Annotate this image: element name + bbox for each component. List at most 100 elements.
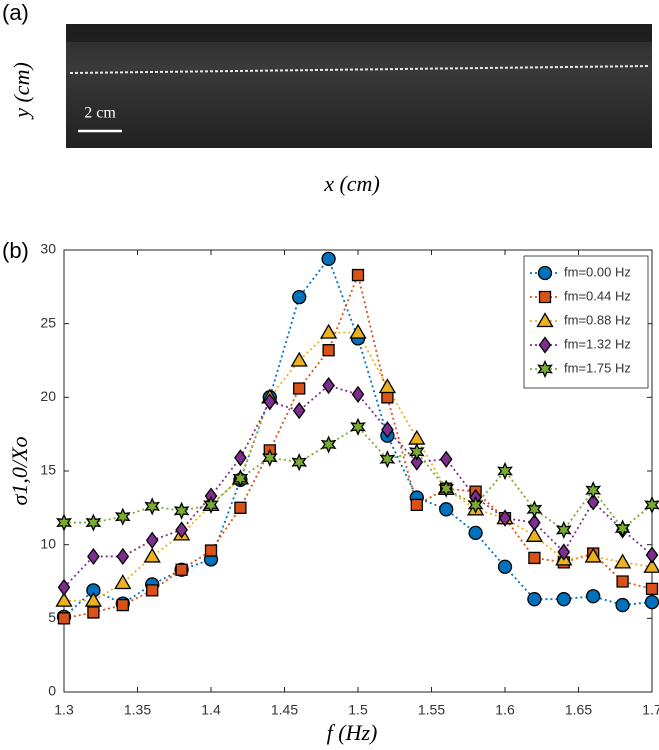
marker — [643, 557, 659, 573]
x-tick-label: 1.45 — [271, 702, 298, 718]
series-line — [63, 384, 653, 589]
x-tick-label: 1.3 — [54, 702, 74, 718]
marker — [527, 592, 542, 607]
marker — [87, 547, 100, 566]
marker — [410, 498, 423, 512]
marker — [292, 289, 307, 305]
scale-bar-label: 2 cm — [84, 105, 116, 122]
marker — [439, 450, 453, 468]
marker — [291, 453, 308, 472]
marker — [234, 501, 247, 514]
marker — [146, 584, 159, 597]
marker — [144, 497, 161, 516]
marker — [116, 547, 130, 566]
marker — [319, 323, 338, 339]
marker — [644, 594, 659, 610]
x-tick-label: 1.65 — [565, 702, 592, 718]
legend-marker — [536, 312, 554, 328]
marker — [350, 417, 366, 436]
legend-label: fm=1.75 Hz — [564, 360, 631, 375]
legend-label: fm=0.44 Hz — [564, 288, 631, 303]
marker — [351, 268, 365, 282]
marker — [173, 501, 190, 520]
marker — [56, 513, 72, 532]
marker — [143, 547, 161, 563]
marker — [644, 495, 659, 514]
marker — [234, 449, 247, 467]
marker — [614, 519, 631, 538]
y-tick-label: 5 — [48, 609, 56, 625]
marker — [57, 578, 71, 596]
marker — [292, 401, 306, 420]
legend-marker — [538, 336, 552, 354]
marker — [525, 527, 544, 542]
marker — [381, 391, 394, 404]
marker — [468, 525, 483, 541]
marker — [55, 591, 73, 607]
marker — [381, 421, 394, 439]
y-axis-label: σ1,0/Xo — [7, 437, 32, 506]
marker — [145, 531, 159, 549]
photo-band — [66, 24, 652, 42]
marker — [585, 481, 602, 500]
legend-marker — [537, 359, 553, 379]
x-tick-label: 1.7 — [642, 702, 659, 718]
marker — [114, 574, 132, 590]
marker — [498, 509, 512, 527]
x-tick-label: 1.55 — [418, 702, 445, 718]
marker — [556, 592, 571, 607]
x-tick-label: 1.35 — [124, 702, 151, 718]
x-tick-label: 1.6 — [495, 702, 515, 718]
marker — [263, 393, 277, 411]
marker — [497, 559, 513, 574]
marker — [85, 513, 102, 532]
y-tick-label: 10 — [40, 535, 56, 551]
marker — [410, 453, 424, 471]
series-line — [64, 331, 653, 602]
y-tick-label: 0 — [48, 683, 56, 699]
marker — [261, 448, 278, 467]
marker — [408, 442, 425, 461]
y-tick-label: 30 — [40, 241, 56, 257]
y-tick-label: 25 — [40, 314, 56, 330]
x-tick-label: 1.4 — [201, 702, 221, 718]
marker — [526, 500, 543, 519]
x-tick-label: 1.5 — [348, 702, 368, 718]
marker — [584, 547, 602, 563]
marker — [321, 251, 336, 266]
legend-marker — [537, 265, 553, 281]
marker — [439, 502, 454, 517]
marker — [586, 493, 600, 511]
series-line — [64, 425, 653, 532]
marker — [467, 495, 484, 514]
x-axis-label: f (Hz) — [327, 720, 378, 745]
y-axis-label: y (cm) — [9, 62, 34, 120]
marker — [322, 344, 335, 357]
marker — [175, 521, 188, 539]
marker — [616, 575, 629, 588]
marker — [175, 563, 188, 576]
marker — [232, 469, 249, 488]
marker — [322, 376, 335, 395]
marker — [204, 544, 218, 557]
marker — [379, 450, 396, 469]
marker — [203, 495, 219, 514]
marker — [320, 435, 337, 454]
marker — [84, 591, 103, 607]
marker — [615, 597, 630, 613]
series-line — [63, 272, 653, 620]
marker — [645, 582, 659, 596]
marker — [586, 589, 601, 604]
photo — [66, 24, 652, 148]
laser-line — [69, 65, 651, 74]
marker — [349, 323, 367, 339]
marker — [528, 551, 541, 565]
legend-label: fm=1.32 Hz — [564, 336, 631, 351]
marker — [645, 546, 659, 564]
y-tick-label: 20 — [40, 388, 56, 404]
marker — [613, 553, 632, 569]
marker — [351, 385, 365, 403]
marker — [57, 612, 71, 625]
y-tick-label: 15 — [40, 462, 56, 478]
legend-label: fm=0.00 Hz — [564, 264, 631, 279]
